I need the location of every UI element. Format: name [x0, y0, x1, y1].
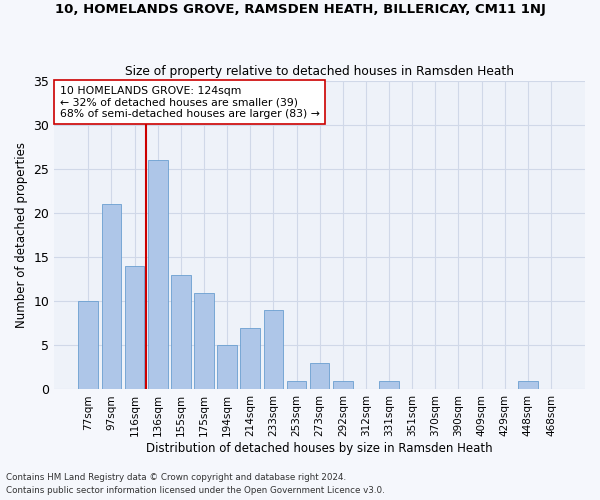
Bar [217, 346, 237, 390]
Bar [79, 302, 98, 390]
Bar [125, 266, 145, 390]
Bar [310, 363, 329, 390]
Bar [518, 380, 538, 390]
Bar [287, 380, 307, 390]
Bar [263, 310, 283, 390]
Bar [171, 275, 191, 390]
X-axis label: Distribution of detached houses by size in Ramsden Heath: Distribution of detached houses by size … [146, 442, 493, 455]
Bar [241, 328, 260, 390]
Text: Contains HM Land Registry data © Crown copyright and database right 2024.
Contai: Contains HM Land Registry data © Crown c… [6, 474, 385, 495]
Title: Size of property relative to detached houses in Ramsden Heath: Size of property relative to detached ho… [125, 66, 514, 78]
Text: 10, HOMELANDS GROVE, RAMSDEN HEATH, BILLERICAY, CM11 1NJ: 10, HOMELANDS GROVE, RAMSDEN HEATH, BILL… [55, 2, 545, 16]
Text: 10 HOMELANDS GROVE: 124sqm
← 32% of detached houses are smaller (39)
68% of semi: 10 HOMELANDS GROVE: 124sqm ← 32% of deta… [59, 86, 319, 119]
Bar [379, 380, 399, 390]
Bar [333, 380, 353, 390]
Y-axis label: Number of detached properties: Number of detached properties [15, 142, 28, 328]
Bar [148, 160, 167, 390]
Bar [101, 204, 121, 390]
Bar [194, 292, 214, 390]
